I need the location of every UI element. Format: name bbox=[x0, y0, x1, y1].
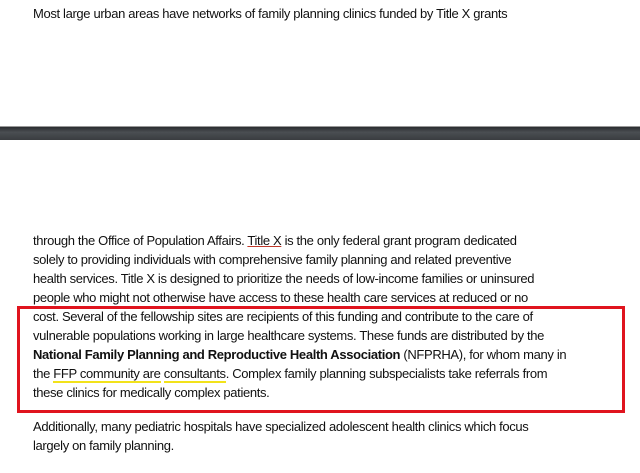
paragraph-line: largely on family planning. bbox=[33, 438, 174, 453]
highlighted-consultants: consultants bbox=[163, 366, 226, 383]
paragraph-line: Additionally, many pediatric hospitals h… bbox=[33, 419, 529, 434]
top-page-text: Most large urban areas have networks of … bbox=[33, 6, 508, 21]
text: (NFPRHA), for whom many in bbox=[400, 347, 567, 362]
text: through the Office of Population Affairs… bbox=[33, 233, 248, 248]
paragraph-line: solely to providing individuals with com… bbox=[33, 252, 512, 267]
title-x-link[interactable]: Title X bbox=[247, 233, 282, 248]
text: . Complex family planning subspecialists… bbox=[225, 366, 548, 381]
paragraph-line: cost. Several of the fellowship sites ar… bbox=[33, 309, 533, 324]
paragraph-line: people who might not otherwise have acce… bbox=[33, 290, 528, 305]
text: is the only federal grant program dedica… bbox=[281, 233, 517, 248]
paragraph-line: the FFP community are consultants. Compl… bbox=[33, 364, 548, 383]
text: the bbox=[33, 366, 54, 381]
nfprha-name: National Family Planning and Reproductiv… bbox=[33, 347, 401, 362]
paragraph-line: health services. Title X is designed to … bbox=[33, 271, 535, 286]
paragraph-line: through the Office of Population Affairs… bbox=[33, 231, 517, 250]
paragraph-line: National Family Planning and Reproductiv… bbox=[33, 345, 567, 364]
paragraph-line: vulnerable populations working in large … bbox=[33, 328, 545, 343]
highlighted-ffp-community: FFP community are bbox=[53, 366, 161, 383]
paragraph-line: these clinics for medically complex pati… bbox=[33, 385, 270, 400]
highlight-box bbox=[17, 306, 625, 413]
page-break-bar bbox=[0, 126, 640, 140]
